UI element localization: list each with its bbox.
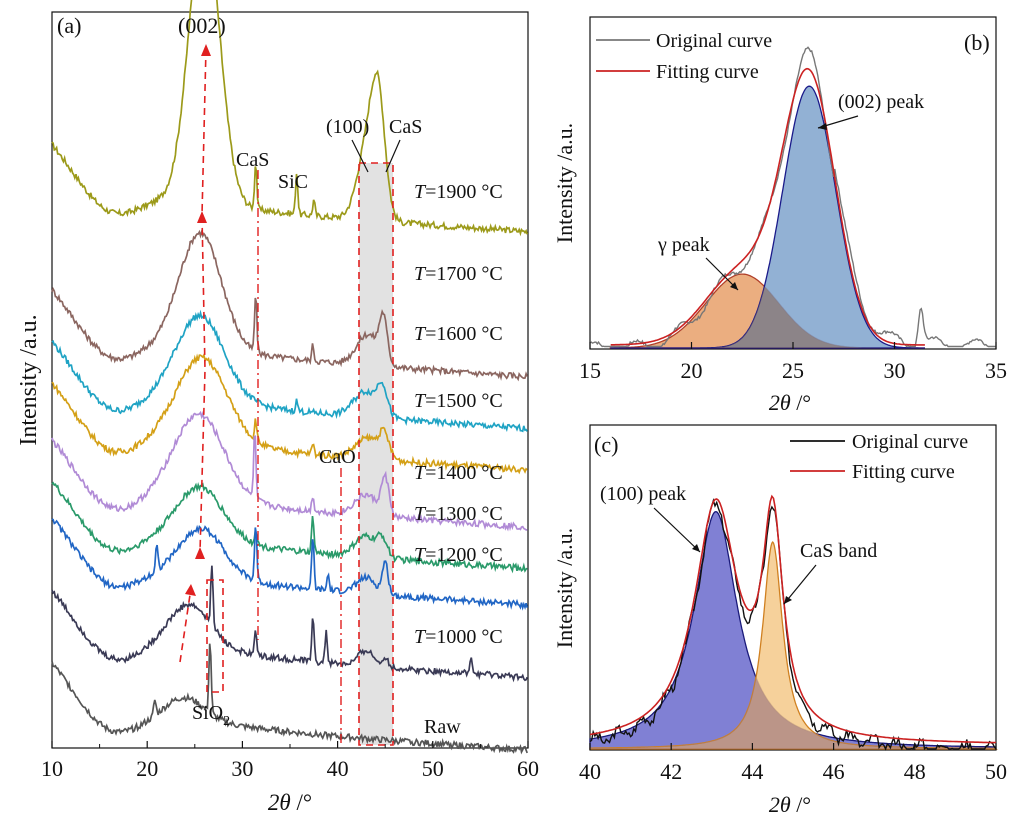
arrow-002-head <box>818 123 827 130</box>
arrow-cas-a <box>385 139 401 173</box>
series-label-t-1600-c: T=1600 °C <box>414 323 503 345</box>
trace-t-1600-c <box>51 309 528 433</box>
tick-label-a-30: 30 <box>231 756 253 781</box>
panel-b-plot <box>589 46 996 349</box>
annotation-sic: SiC <box>278 171 308 193</box>
tick-label-b-15: 15 <box>579 358 601 383</box>
legend-b-fitting: Fitting curve <box>656 61 759 83</box>
overlap-b <box>610 286 925 348</box>
legend-c-original: Original curve <box>852 431 968 453</box>
annotation-cao: CaO <box>319 446 356 468</box>
arrow-cas <box>783 564 817 605</box>
panel-c-xlabel: 2θ /° <box>769 792 811 817</box>
panel-a-series-labels: T=1900 °C T=1700 °C T=1600 °C T=1500 °C T=14… <box>414 181 503 738</box>
arrow-raw <box>185 584 196 596</box>
annotation-002-peak: (002) peak <box>838 91 924 113</box>
panel-a-xlabel: 2θ /° <box>268 790 312 815</box>
tick-label-b-25: 25 <box>782 358 804 383</box>
panel-b-ylabel: Intensity /a.u. <box>552 123 577 243</box>
sio2-box <box>206 579 224 693</box>
panel-a-frame <box>51 11 529 749</box>
trace-t-1900-c <box>51 0 529 237</box>
tick-label-a-10: 10 <box>41 756 63 781</box>
series-label-t-1700-c: T=1700 °C <box>414 263 503 285</box>
panel-c-label: (c) <box>594 432 618 457</box>
tick-label-c-42: 42 <box>660 759 682 784</box>
tick-label-a-20: 20 <box>136 756 158 781</box>
tick-label-b-35: 35 <box>985 358 1007 383</box>
tick-label-b-20: 20 <box>681 358 703 383</box>
raw-shift-guide <box>179 587 192 663</box>
panel-c: 40 42 44 46 48 50 (c) Original curve Fitting … <box>552 424 1007 817</box>
panel-a-x-axis: 10 20 30 40 50 60 <box>41 741 539 781</box>
tick-label-c-40: 40 <box>579 759 601 784</box>
series-label-t-1200-c: T=1200 °C <box>414 544 503 566</box>
tick-label-c-44: 44 <box>741 759 763 784</box>
arrow-gamma-head <box>730 282 738 290</box>
tick-label-a-50: 50 <box>422 756 444 781</box>
trace-t-1500-c <box>51 352 528 475</box>
trace-t-1200-c <box>51 518 529 611</box>
annotation-cas-band: CaS band <box>800 540 877 562</box>
annotation-cas-1: CaS <box>236 149 269 171</box>
series-label-t-1900-c: T=1900 °C <box>414 181 503 203</box>
series-label-raw: Raw <box>424 716 461 738</box>
annotation-100-peak: (100) peak <box>600 483 686 505</box>
trace-t-1400-c <box>51 410 528 532</box>
legend-b-original: Original curve <box>656 30 772 52</box>
series-label-t-1300-c: T=1300 °C <box>414 503 503 525</box>
trace-t-1000-c <box>51 565 528 683</box>
cas-box <box>358 162 394 746</box>
fitting-curve-c <box>589 494 996 744</box>
arrow-100-a <box>351 139 369 173</box>
series-label-t-1000-c: T=1000 °C <box>414 626 503 648</box>
panel-b-xlabel: 2θ /° <box>769 390 811 415</box>
panel-b-x-axis: 15 20 25 30 35 <box>579 342 1007 383</box>
panel-a-label: (a) <box>57 13 81 38</box>
tick-label-c-46: 46 <box>823 759 845 784</box>
panel-a-ylabel: Intensity /a.u. <box>16 314 42 445</box>
series-label-t-1400-c: T=1400 °C <box>414 462 503 484</box>
panel-a: 10 20 30 40 50 60 T=1900 °C T=1700 °C T=1600 °C… <box>16 0 539 815</box>
legend-c-fitting: Fitting curve <box>852 461 955 483</box>
panel-b-label: (b) <box>964 30 990 55</box>
panel-c-ylabel: Intensity /a.u. <box>552 528 577 648</box>
cas-band-region <box>359 163 393 745</box>
trace-raw <box>51 643 528 755</box>
panel-c-plot <box>589 494 998 751</box>
arrow-002-1700 <box>197 211 207 223</box>
panel-a-traces <box>51 0 529 755</box>
overlap-c <box>590 678 996 749</box>
fit-peak-b--002-peak <box>610 85 925 349</box>
trace-t-1700-c <box>51 228 528 382</box>
annotation-002: (002) <box>178 13 226 38</box>
panel-a-guides <box>179 44 401 746</box>
fitting-curve-b <box>610 67 925 346</box>
panel-b: 15 20 25 30 35 (b) Original curve Fitting cu… <box>552 16 1007 415</box>
original-curve-c <box>589 498 997 751</box>
panel-c-x-axis: 40 42 44 46 48 50 <box>579 743 1007 784</box>
trace-t-1300-c <box>51 481 528 574</box>
annotation-100: (100) <box>326 116 369 138</box>
arrow-002-1200 <box>195 547 205 559</box>
tick-label-b-30: 30 <box>884 358 906 383</box>
series-label-t-1500-c: T=1500 °C <box>414 390 503 412</box>
tick-label-c-48: 48 <box>904 759 926 784</box>
arrow-100-head <box>692 544 700 552</box>
arrow-100 <box>653 507 701 553</box>
annotation-gamma-peak: γ peak <box>657 234 710 256</box>
annotation-cas-2: CaS <box>389 116 422 138</box>
tick-label-a-60: 60 <box>517 756 539 781</box>
peak-shift-guide <box>199 47 207 553</box>
tick-label-a-40: 40 <box>327 756 349 781</box>
annotation-sio2: SiO2 <box>192 702 230 729</box>
arrow-cas-head <box>784 596 792 604</box>
tick-label-c-50: 50 <box>985 759 1007 784</box>
arrow-002-top <box>201 44 211 56</box>
